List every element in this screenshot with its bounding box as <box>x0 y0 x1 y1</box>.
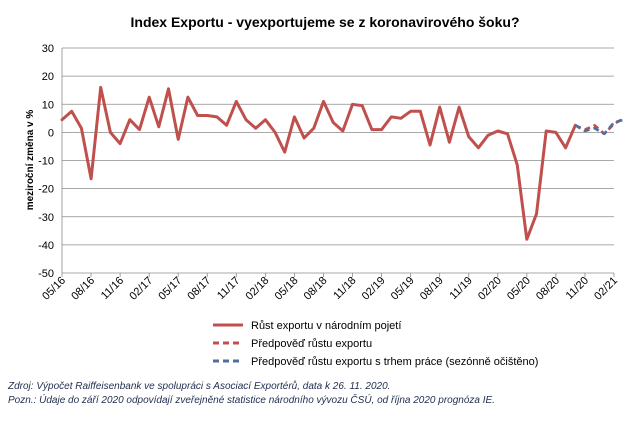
chart-title: Index Exportu - vyexportujeme se z koron… <box>131 14 520 30</box>
x-tick-label: 11/17 <box>215 275 242 302</box>
y-tick-label: -10 <box>38 156 54 168</box>
legend-label-0: Růst exportu v národním pojetí <box>251 320 401 332</box>
y-tick-label: 30 <box>42 43 54 55</box>
x-tick-label: 11/18 <box>331 275 358 302</box>
x-tick-label: 02/21 <box>592 275 620 303</box>
x-tick-label: 08/19 <box>418 275 446 303</box>
legend-label-2: Předpověď růstu exportu s trhem práce (s… <box>251 356 538 368</box>
methodology-note: Pozn.: Údaje do září 2020 odpovídají zve… <box>8 395 495 406</box>
y-tick-label: -50 <box>38 268 54 280</box>
y-tick-label: 20 <box>42 71 54 83</box>
y-tick-label: -40 <box>38 240 54 252</box>
y-tick-labels: 30 20 10 0 -10 -20 -30 -40 -50 <box>38 43 54 280</box>
x-tick-label: 08/18 <box>302 275 330 303</box>
x-tick-labels: 05/16 08/16 11/16 02/17 05/17 08/17 11/17 02/18… <box>40 273 620 303</box>
y-tick-label: -20 <box>38 184 54 196</box>
y-tick-label: -30 <box>38 212 54 224</box>
x-tick-label: 02/17 <box>127 275 155 303</box>
x-tick-label: 05/20 <box>505 275 533 303</box>
x-tick-label: 02/18 <box>244 275 272 303</box>
x-tick-label: 05/19 <box>389 275 417 303</box>
x-tick-label: 08/17 <box>185 275 213 303</box>
legend-label-1: Předpověď růstu exportu <box>251 338 372 350</box>
y-axis-label: meziroční změna v % <box>25 110 36 211</box>
x-tick-label: 08/16 <box>69 275 97 303</box>
series-line-0 <box>60 85 577 241</box>
x-tick-label: 11/19 <box>447 275 474 302</box>
x-tick-label: 02/20 <box>476 275 504 303</box>
y-tick-label: 0 <box>48 127 54 139</box>
x-tick-label: 05/18 <box>273 275 301 303</box>
legend: Růst exportu v národním pojetí Předpověď … <box>213 320 538 368</box>
y-tick-label: 10 <box>42 99 54 111</box>
x-tick-label: 11/20 <box>564 275 591 302</box>
series-lines <box>60 85 625 241</box>
x-tick-label: 08/20 <box>534 275 562 303</box>
source-note: Zdroj: Výpočet Raiffeisenbank ve spolupr… <box>8 381 391 392</box>
x-tick-label: 11/16 <box>99 275 126 302</box>
x-tick-label: 05/17 <box>156 275 184 303</box>
x-tick-label: 02/19 <box>360 275 388 303</box>
y-gridlines <box>61 47 614 274</box>
